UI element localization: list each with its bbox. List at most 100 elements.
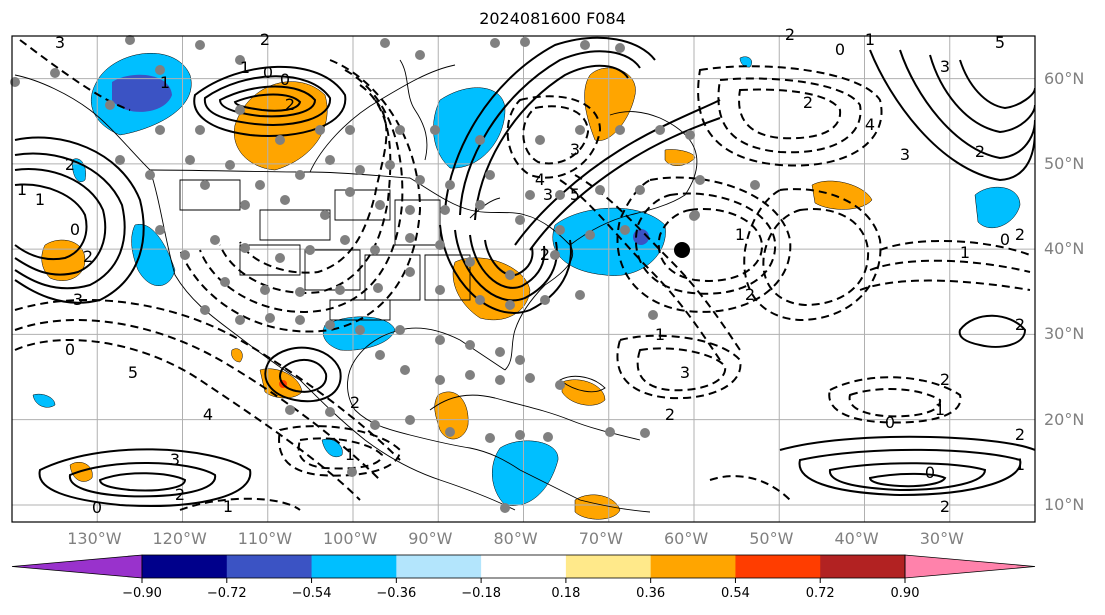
colorbar-extend-high	[904, 554, 1036, 579]
highlight-marker	[674, 242, 690, 258]
colorbar	[11, 554, 1036, 583]
colorbar-segment	[650, 555, 736, 578]
contour-lines-dashed	[14, 39, 1031, 511]
station-marker	[400, 365, 410, 375]
colorbar-outline	[141, 554, 906, 579]
latitude-label: 20°N	[1044, 409, 1085, 429]
contour-label: 3	[900, 145, 910, 164]
colorbar-segment	[226, 555, 313, 578]
station-marker	[615, 125, 625, 135]
station-marker	[200, 305, 210, 315]
station-marker	[220, 277, 230, 287]
contour-label: 1	[960, 243, 970, 262]
contour-label: 3	[170, 450, 180, 469]
contour-label: 1	[935, 400, 945, 419]
contour-label: 4	[535, 170, 545, 189]
station-marker	[235, 105, 245, 115]
contour-label: 3	[543, 185, 553, 204]
station-marker	[345, 125, 355, 135]
station-marker	[370, 245, 380, 255]
station-marker	[325, 155, 335, 165]
colorbar-tick-label: −0.72	[206, 586, 247, 601]
longitude-label: 130°W	[67, 529, 122, 548]
contour-label: 3	[55, 33, 65, 52]
longitude-label: 70°W	[578, 529, 623, 548]
station-marker	[320, 210, 330, 220]
station-marker	[430, 125, 440, 135]
station-marker	[255, 180, 265, 190]
station-marker	[543, 432, 553, 442]
station-marker	[685, 130, 695, 140]
colorbar-tick-label: 0.36	[636, 586, 666, 601]
station-marker	[655, 125, 665, 135]
latitude-label: 60°N	[1044, 68, 1085, 88]
station-marker	[640, 428, 650, 438]
contour-label: 1	[865, 30, 875, 49]
station-marker	[575, 290, 585, 300]
station-marker	[515, 355, 525, 365]
station-marker	[475, 200, 485, 210]
longitude-label: 80°W	[493, 529, 538, 548]
contour-label: 2	[350, 393, 360, 412]
station-marker	[347, 467, 357, 477]
contour-label: 2	[975, 142, 985, 161]
station-marker	[265, 313, 275, 323]
station-marker	[445, 180, 455, 190]
colorbar-tick-label: −0.36	[376, 586, 417, 601]
station-marker	[145, 170, 155, 180]
station-marker	[515, 430, 525, 440]
contour-label: 2	[940, 497, 950, 516]
station-marker	[695, 175, 705, 185]
colorbar-tick-label: 0.54	[720, 586, 750, 601]
station-marker	[275, 135, 285, 145]
contour-label: 5	[995, 33, 1005, 52]
contour-label: 1	[655, 325, 665, 344]
station-marker	[355, 165, 365, 175]
colorbar-tick-label: −0.18	[461, 586, 502, 601]
contour-label: 2	[260, 30, 270, 49]
station-marker	[295, 287, 305, 297]
station-marker	[115, 155, 125, 165]
station-marker	[495, 347, 505, 357]
colorbar-segment	[565, 555, 652, 578]
contour-label: 2	[665, 405, 675, 424]
station-marker	[490, 38, 500, 48]
station-marker	[648, 310, 658, 320]
longitude-label: 30°W	[919, 529, 964, 548]
station-marker	[440, 205, 450, 215]
contour-label: 4	[203, 405, 213, 424]
station-marker	[340, 235, 350, 245]
station-marker	[495, 375, 505, 385]
contour-label: 4	[865, 115, 875, 134]
station-marker	[415, 50, 425, 60]
colorbar-tick-label: 0.18	[551, 586, 581, 601]
station-marker	[435, 335, 445, 345]
contour-label: 3	[940, 57, 950, 76]
station-marker	[280, 195, 290, 205]
contour-label: 5	[128, 363, 138, 382]
station-marker	[195, 125, 205, 135]
shade-region	[491, 440, 559, 507]
station-marker	[485, 433, 495, 443]
latitude-label: 30°N	[1044, 324, 1085, 344]
contour-label: 1	[735, 225, 745, 244]
longitude-label: 50°W	[749, 529, 794, 548]
contour-label: 2	[285, 95, 295, 114]
shade-region	[739, 56, 752, 68]
station-marker	[355, 325, 365, 335]
station-marker	[605, 427, 615, 437]
colorbar-segment	[311, 555, 397, 578]
station-marker	[235, 55, 245, 65]
contour-label: 0	[835, 40, 845, 59]
contour-label: 2	[1015, 225, 1025, 244]
station-marker	[555, 190, 565, 200]
station-marker	[435, 375, 445, 385]
longitude-label: 120°W	[152, 529, 207, 548]
contour-label: 2	[540, 245, 550, 264]
longitude-label: 110°W	[237, 529, 293, 548]
station-marker	[475, 135, 485, 145]
station-marker	[345, 187, 355, 197]
shade-region	[434, 391, 469, 440]
